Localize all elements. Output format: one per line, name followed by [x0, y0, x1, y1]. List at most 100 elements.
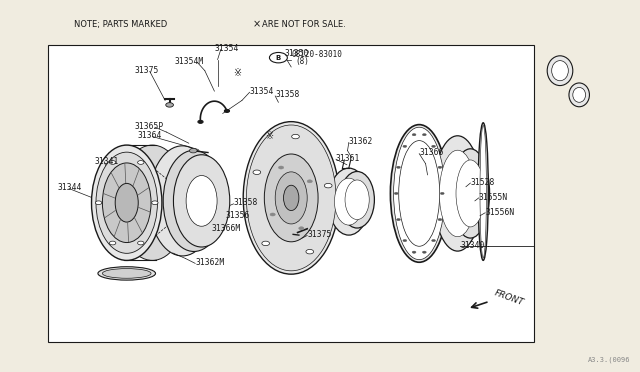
Circle shape [412, 251, 416, 253]
Circle shape [412, 134, 416, 136]
Circle shape [397, 218, 401, 221]
Circle shape [225, 109, 230, 112]
Text: 31350: 31350 [285, 49, 309, 58]
Ellipse shape [328, 168, 369, 235]
Ellipse shape [433, 136, 482, 251]
Circle shape [109, 161, 116, 164]
Text: ※: ※ [233, 68, 241, 77]
Text: 31358: 31358 [275, 90, 300, 99]
Circle shape [138, 241, 144, 245]
Circle shape [397, 166, 401, 169]
Circle shape [278, 166, 284, 169]
Text: 31364: 31364 [138, 131, 162, 140]
Ellipse shape [547, 56, 573, 86]
Circle shape [95, 201, 102, 205]
Text: 31556N: 31556N [485, 208, 515, 217]
Text: ×: × [253, 19, 261, 29]
Ellipse shape [552, 61, 568, 81]
Circle shape [431, 240, 435, 242]
Ellipse shape [340, 171, 374, 228]
Text: 31555N: 31555N [479, 193, 508, 202]
Text: ARE NOT FOR SALE.: ARE NOT FOR SALE. [262, 20, 346, 29]
Text: 31362: 31362 [349, 137, 373, 146]
Ellipse shape [243, 122, 339, 274]
Circle shape [299, 227, 304, 230]
Circle shape [403, 240, 407, 242]
Ellipse shape [569, 83, 589, 107]
Ellipse shape [186, 176, 217, 226]
Ellipse shape [284, 185, 299, 211]
Text: 08120-83010: 08120-83010 [291, 50, 342, 59]
Circle shape [138, 161, 144, 164]
Ellipse shape [246, 125, 336, 271]
Circle shape [422, 134, 426, 136]
Circle shape [422, 251, 426, 253]
Ellipse shape [164, 171, 201, 231]
Text: 31375: 31375 [134, 66, 159, 75]
Text: 31354: 31354 [214, 44, 239, 53]
Ellipse shape [573, 87, 586, 102]
Ellipse shape [98, 267, 156, 280]
Ellipse shape [390, 125, 448, 262]
Circle shape [189, 148, 197, 153]
Text: 31362M: 31362M [195, 258, 225, 267]
Ellipse shape [163, 150, 225, 251]
Circle shape [253, 170, 260, 174]
Bar [48, 45, 534, 342]
Circle shape [440, 192, 444, 195]
Text: 31354M: 31354M [174, 57, 204, 66]
Text: 31365P: 31365P [134, 122, 164, 131]
Ellipse shape [439, 150, 476, 237]
Text: 31366: 31366 [419, 148, 444, 157]
Text: 31366M: 31366M [211, 224, 241, 233]
Ellipse shape [115, 183, 138, 222]
Circle shape [292, 134, 300, 139]
Circle shape [438, 218, 442, 221]
Ellipse shape [456, 160, 485, 227]
Text: 31356: 31356 [225, 211, 250, 220]
Circle shape [438, 166, 442, 169]
Ellipse shape [149, 146, 216, 256]
Circle shape [166, 103, 173, 107]
Circle shape [269, 52, 287, 63]
Text: 31361: 31361 [336, 154, 360, 163]
Circle shape [262, 241, 269, 246]
Circle shape [198, 121, 203, 124]
Text: 31341: 31341 [95, 157, 119, 166]
Text: 31344: 31344 [58, 183, 82, 192]
Ellipse shape [102, 163, 151, 243]
Ellipse shape [394, 127, 445, 260]
Ellipse shape [275, 172, 307, 224]
Text: (8): (8) [296, 57, 310, 66]
Text: B: B [276, 55, 281, 61]
Text: 31375: 31375 [307, 230, 332, 239]
Ellipse shape [117, 145, 188, 260]
Ellipse shape [480, 125, 486, 258]
Text: FRONT: FRONT [493, 288, 525, 307]
Circle shape [431, 145, 435, 147]
Circle shape [394, 192, 398, 195]
Ellipse shape [92, 145, 162, 260]
Text: A3.3.(0096: A3.3.(0096 [588, 356, 630, 363]
Text: ※: ※ [265, 131, 273, 141]
Ellipse shape [345, 180, 369, 219]
Circle shape [270, 213, 275, 216]
Circle shape [324, 183, 332, 188]
Text: 31358: 31358 [234, 198, 258, 207]
Ellipse shape [96, 152, 157, 253]
Circle shape [306, 250, 314, 254]
Ellipse shape [173, 155, 230, 247]
Text: 31340: 31340 [461, 241, 485, 250]
Circle shape [307, 180, 312, 183]
Text: 31528: 31528 [470, 178, 495, 187]
Ellipse shape [102, 269, 151, 278]
Circle shape [403, 145, 407, 147]
Ellipse shape [177, 173, 211, 229]
Text: NOTE; PARTS MARKED: NOTE; PARTS MARKED [74, 20, 167, 29]
Ellipse shape [335, 178, 363, 225]
Ellipse shape [264, 154, 318, 242]
Circle shape [152, 201, 158, 205]
Text: 31354: 31354 [250, 87, 274, 96]
Circle shape [109, 241, 116, 245]
Ellipse shape [451, 149, 490, 238]
